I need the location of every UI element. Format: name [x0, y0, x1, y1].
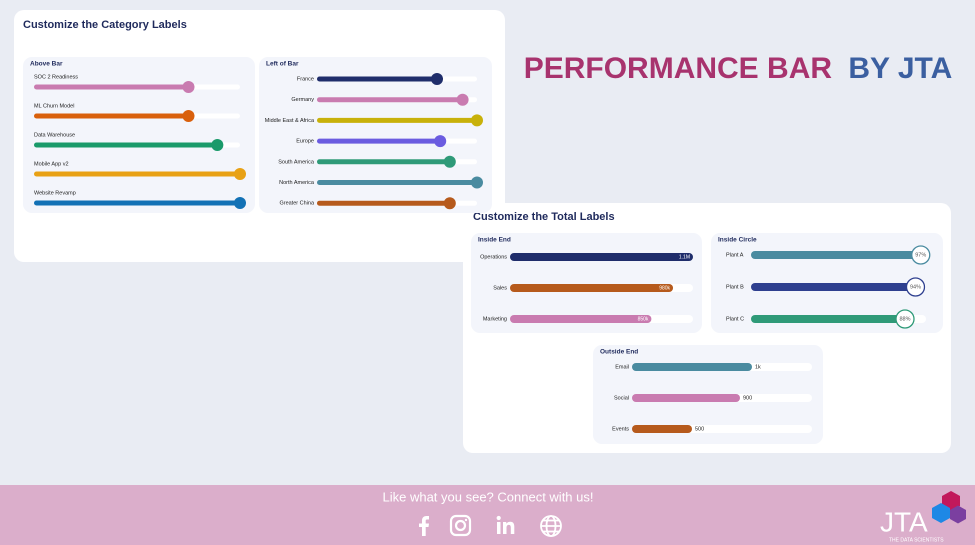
social-icons — [419, 514, 562, 537]
bar — [317, 97, 463, 103]
value-label: 97% — [915, 252, 926, 258]
logo-cube — [932, 503, 950, 523]
bar-knob — [234, 168, 246, 180]
logo-cube — [950, 505, 966, 524]
value-label: 980k — [659, 285, 670, 291]
footer — [0, 485, 975, 545]
value-label: 1.1M — [679, 254, 690, 260]
bar — [510, 284, 674, 292]
category-label: Marketing — [483, 316, 507, 322]
panel-title: Inside End — [478, 237, 511, 244]
headline: PERFORMANCE BAR BY JTA — [524, 52, 953, 85]
instagram-dot — [464, 518, 468, 522]
category-label: Events — [612, 426, 629, 432]
value-label: 1k — [755, 364, 761, 370]
panel-title: Outside End — [600, 349, 638, 356]
web-icon[interactable] — [540, 515, 562, 537]
facebook-icon[interactable] — [419, 516, 429, 536]
headline-part: BY JTA — [848, 52, 952, 85]
card-title: Customize the Total Labels — [473, 211, 615, 223]
category-label: Plant C — [726, 316, 744, 322]
bar — [510, 315, 652, 323]
bar-knob — [211, 139, 224, 151]
category-label: Greater China — [279, 201, 314, 207]
bar — [632, 425, 692, 433]
bar-knob — [182, 81, 195, 93]
bar — [317, 117, 477, 123]
bar — [510, 253, 693, 261]
bar-knob — [456, 93, 469, 106]
value-label: 88% — [899, 316, 910, 322]
bar-knob — [234, 197, 246, 209]
bar-knob — [443, 197, 456, 210]
category-label: Email — [615, 364, 629, 370]
category-label: Mobile App v2 — [34, 161, 69, 167]
logo-cube — [942, 491, 960, 511]
category-label: Website Revamp — [34, 190, 76, 196]
category-label: SOC 2 Readiness — [34, 74, 78, 80]
bar — [317, 180, 477, 185]
bar — [632, 394, 740, 402]
panel-title: Left of Bar — [266, 61, 299, 68]
instagram-icon[interactable] — [449, 514, 472, 537]
instagram-lens — [454, 519, 467, 532]
brand-name: JTA — [880, 506, 928, 537]
category-label: South America — [278, 159, 315, 165]
brand-tagline: THE DATA SCIENTISTS — [889, 537, 944, 543]
category-label: Plant A — [726, 252, 744, 258]
value-circle — [905, 277, 926, 297]
bar-knob — [431, 73, 443, 85]
category-label: Data Warehouse — [34, 132, 75, 138]
bar — [317, 200, 450, 206]
bar — [751, 251, 921, 259]
bar — [34, 171, 240, 177]
panel — [259, 57, 492, 213]
card-title: Customize the Category Labels — [23, 19, 187, 31]
bar-knob — [443, 155, 456, 168]
category-label: North America — [279, 180, 315, 186]
linkedin-n — [503, 521, 515, 534]
bar — [34, 200, 240, 206]
bar-knob — [471, 176, 483, 189]
category-label: Social — [614, 395, 629, 401]
value-circle — [895, 309, 915, 329]
value-circle — [911, 245, 931, 265]
bar — [34, 113, 189, 119]
bar — [751, 315, 905, 323]
value-label: 500 — [695, 426, 704, 432]
panel-title: Above Bar — [30, 61, 63, 68]
bar-knob — [434, 135, 447, 148]
category-label: ML Churn Model — [34, 103, 74, 109]
bar — [751, 283, 916, 291]
brand-logo: JTA THE DATA SCIENTISTS — [880, 491, 966, 543]
bar — [317, 159, 450, 165]
headline-part: PERFORMANCE BAR — [524, 52, 833, 85]
bar — [317, 138, 441, 144]
linkedin-icon[interactable] — [497, 522, 501, 534]
category-label: Europe — [296, 139, 314, 145]
bar-knob — [182, 110, 195, 122]
value-label: 850k — [638, 316, 649, 322]
category-label: France — [297, 76, 314, 82]
value-label: 900 — [743, 395, 752, 401]
category-label: Germany — [291, 97, 314, 103]
bar — [34, 142, 218, 148]
category-label: Middle East & Africa — [265, 118, 315, 124]
bar — [632, 363, 752, 371]
footer-text: Like what you see? Connect with us! — [382, 489, 593, 504]
value-label: 94% — [910, 284, 921, 290]
linkedin-dot — [496, 515, 501, 521]
category-label: Plant B — [726, 284, 744, 290]
bar — [34, 84, 189, 90]
bar — [317, 76, 437, 82]
panel-title: Inside Circle — [718, 237, 757, 244]
bar-knob — [471, 114, 483, 127]
category-label: Sales — [493, 285, 507, 291]
category-label: Operations — [480, 254, 507, 260]
